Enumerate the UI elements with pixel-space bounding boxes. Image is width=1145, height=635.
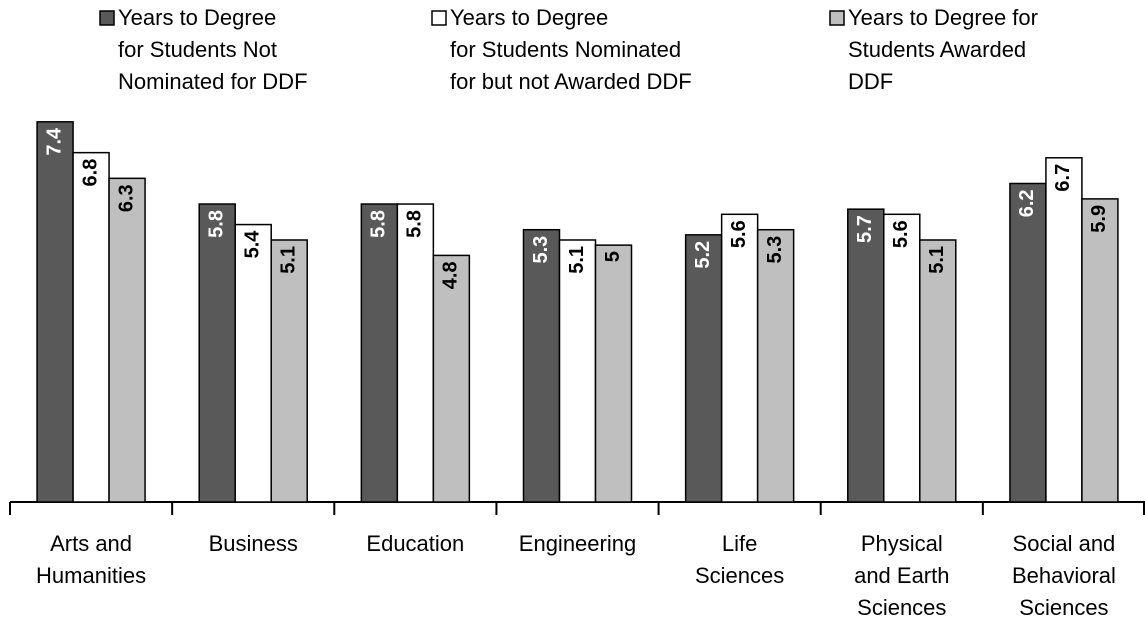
bar bbox=[108, 177, 146, 503]
data-label: 6.2 bbox=[1016, 189, 1038, 217]
bar bbox=[756, 228, 795, 503]
bar bbox=[558, 239, 597, 503]
x-tick-label: Business bbox=[208, 531, 298, 556]
bar bbox=[594, 244, 633, 503]
data-label: 5.9 bbox=[1088, 205, 1110, 233]
bar bbox=[1081, 198, 1119, 503]
data-label: 5 bbox=[602, 251, 624, 262]
data-label: 4.8 bbox=[440, 261, 462, 289]
bar bbox=[36, 121, 74, 503]
legend-swatch bbox=[99, 10, 115, 26]
data-label: 5.7 bbox=[854, 215, 876, 243]
data-label: 5.1 bbox=[926, 246, 948, 274]
data-label: 7.4 bbox=[43, 127, 65, 156]
data-label: 5.6 bbox=[890, 220, 912, 248]
data-label: 5.8 bbox=[368, 210, 390, 238]
legend-label: Years to Degree for Students Not Nominat… bbox=[118, 5, 308, 94]
data-label: 5.2 bbox=[692, 241, 714, 269]
x-tick-label: Engineering bbox=[518, 531, 637, 556]
bar bbox=[684, 234, 723, 503]
bar bbox=[919, 239, 957, 503]
bar bbox=[847, 208, 885, 503]
data-label: 5.8 bbox=[404, 210, 426, 238]
x-tick-label: Arts and Humanities bbox=[36, 531, 147, 588]
data-label: 6.3 bbox=[115, 184, 137, 212]
bar bbox=[396, 203, 435, 503]
bar bbox=[360, 203, 399, 503]
data-label: 5.6 bbox=[728, 220, 750, 248]
data-label: 6.8 bbox=[79, 159, 101, 187]
x-tick-label: Social and Behavioral Sciences bbox=[1011, 531, 1116, 620]
data-label: 5.3 bbox=[530, 236, 552, 264]
bar bbox=[1045, 157, 1083, 503]
legend-label: Years to Degree for Students Nominated f… bbox=[450, 5, 692, 94]
legend-swatch bbox=[431, 10, 447, 26]
bar bbox=[72, 151, 110, 503]
legend-swatch bbox=[829, 10, 845, 26]
x-tick-label: Physical and Earth Sciences bbox=[854, 531, 950, 620]
bar bbox=[522, 228, 561, 503]
bar bbox=[270, 239, 308, 503]
bar bbox=[432, 254, 471, 503]
x-tick-label: Education bbox=[366, 531, 465, 556]
data-label: 5.4 bbox=[241, 230, 263, 259]
bar bbox=[234, 223, 272, 503]
data-label: 5.1 bbox=[566, 246, 588, 274]
bar bbox=[883, 213, 921, 503]
bar bbox=[1009, 182, 1047, 503]
legend-label: Years to Degree for Students Awarded DDF bbox=[848, 5, 1038, 94]
x-tick-label: Life Sciences bbox=[695, 531, 785, 588]
data-label: 5.3 bbox=[764, 236, 786, 264]
data-label: 5.8 bbox=[205, 210, 227, 238]
data-label: 6.7 bbox=[1052, 164, 1074, 192]
data-label: 5.1 bbox=[277, 246, 299, 274]
bar bbox=[720, 213, 759, 503]
bar bbox=[198, 203, 236, 503]
